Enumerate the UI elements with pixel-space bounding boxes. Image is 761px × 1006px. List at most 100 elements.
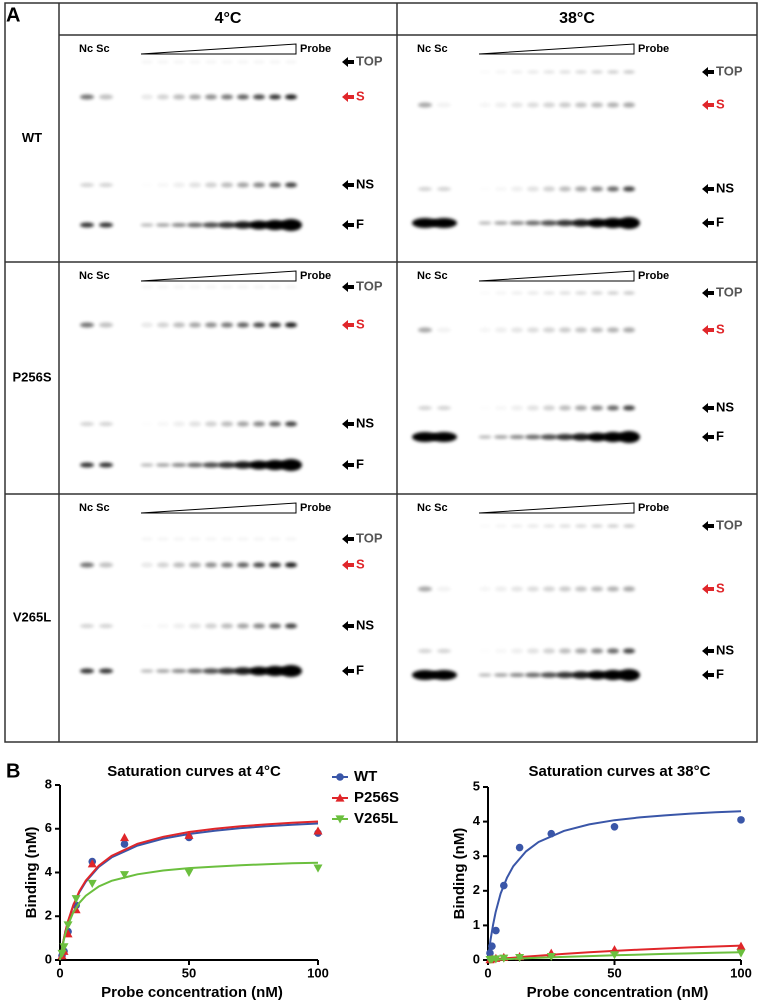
gel-band [571,219,591,227]
gel-band [495,524,507,528]
gel-band [285,322,297,328]
gel-band [156,669,170,673]
gel-band [418,406,432,410]
band-arrow [342,534,354,544]
gel-band [249,220,269,230]
gel-band [285,562,297,568]
band-label: F [716,666,724,681]
gel-band [495,291,507,295]
gel-band [141,624,153,629]
gel-band [511,102,523,108]
band-arrow [702,584,714,594]
gel-band [189,421,201,427]
gel-band [418,586,432,592]
gel-band [285,182,297,188]
gel-band [189,623,201,629]
gel-band [623,291,635,295]
x-tick-label: 100 [307,965,329,980]
band-label: NS [716,399,734,414]
gel-band [511,70,523,74]
gel-band [556,219,574,227]
gel-band [221,537,233,541]
gel-band [556,671,574,679]
gel-band [99,322,113,328]
gel-band [591,291,603,295]
gel-band [189,562,201,568]
gel-band [173,94,185,100]
gel-band [418,102,432,108]
data-point [63,921,73,930]
gel-band [140,669,154,673]
gel-band [511,186,523,192]
data-point [57,949,67,958]
gel-band [495,70,507,74]
band-arrow [702,325,714,335]
gel-band [80,322,94,328]
y-tick-label: 5 [473,778,480,793]
gel-band [99,624,113,628]
gel-band [80,462,94,468]
data-point [184,868,194,877]
y-tick-label: 2 [45,908,52,923]
gel-band [189,94,201,100]
band-label: TOP [356,530,383,545]
gel-band [249,460,269,470]
legend-marker [335,815,345,824]
gel-band [141,537,153,541]
band-label: NS [356,415,374,430]
gel-band [591,70,603,74]
y-tick-label: 1 [473,917,480,932]
gel-band [189,182,201,188]
gel-band [253,623,265,629]
gel-band [140,223,154,227]
gel-band [559,524,571,528]
data-point [546,952,556,962]
y-tick-label: 0 [473,951,480,966]
band-label: S [356,88,365,103]
gel-band [527,648,539,654]
gel-band [591,648,603,654]
gel-band [575,70,587,74]
gel-band [602,217,624,229]
band-arrow [342,282,354,292]
gel-band [269,537,281,541]
gel-band [157,537,169,541]
gel-band [607,524,619,528]
gel-band [575,186,587,192]
x-tick-label: 100 [730,965,752,980]
gel-band [494,221,508,225]
band-arrow [342,460,354,470]
gel-band [540,220,558,226]
gel-band [527,524,539,528]
gel-band [249,666,269,676]
gel-band [237,537,249,541]
gel-band [157,562,169,568]
gel-band [141,285,153,289]
gel-band [171,669,187,673]
data-point [736,949,746,958]
gel-band [623,327,635,333]
y-axis-label: Binding (nM) [23,827,40,919]
gel-band [218,461,236,469]
gel-band [99,183,113,187]
gel-band [141,562,153,568]
data-point [120,833,129,842]
lane-label: Nc Sc [79,502,110,514]
probe-gradient [478,43,635,55]
gel-band [264,219,286,231]
gel-band [494,673,508,677]
gel-band [418,187,432,191]
y-axis-label: Binding (nM) [451,828,468,920]
gel-band [173,537,185,541]
band-label: S [356,316,365,331]
gel-band [269,182,281,188]
gel-band [80,94,94,100]
gel-band [437,102,451,108]
band-arrow [702,670,714,680]
gel-band [221,562,233,568]
gel-band [221,182,233,188]
data-point [547,829,556,838]
gel-band [157,94,169,100]
gel-band [173,60,185,64]
gel-band [527,70,539,74]
